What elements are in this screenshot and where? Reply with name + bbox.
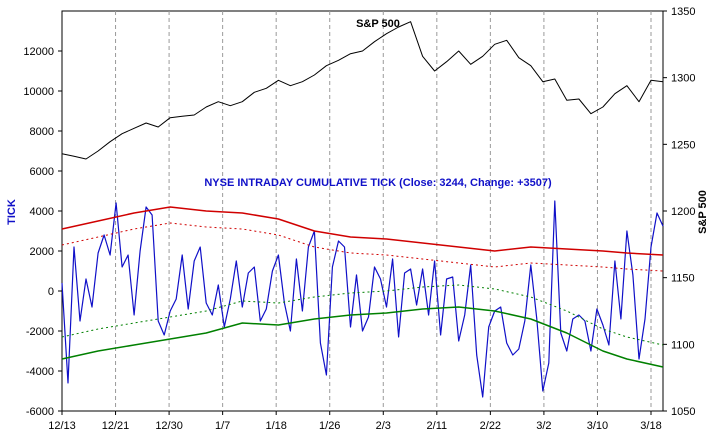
lower-band-line [61,306,664,368]
upper-band-line [61,206,664,256]
left-tick-label: 12000 [23,46,54,58]
x-tick-label: 2/22 [480,420,501,432]
right-tick-label: 1250 [671,139,695,151]
right-tick-label: 1300 [671,73,695,85]
x-tick-label: 3/2 [536,420,551,432]
left-tick-label: 2000 [30,246,54,258]
left-tick-label: 4000 [30,206,54,218]
x-tick-label: 12/30 [155,420,183,432]
x-tick-label: 1/7 [215,420,230,432]
x-tick-label: 3/10 [587,420,608,432]
left-tick-label: -2000 [26,326,54,338]
left-tick-label: 0 [48,286,54,298]
right-tick-label: 1150 [671,273,695,285]
x-tick-label: 1/18 [265,420,286,432]
right-axis-ticks: 1050 1100 1150 1200 1250 1300 1350 [663,6,695,418]
right-tick-label: 1100 [671,339,695,351]
series-layer [61,21,664,398]
left-tick-label: 10000 [23,86,54,98]
x-tick-label: 2/11 [427,420,448,432]
right-axis-label: S&P 500 [697,190,709,234]
right-tick-label: 1350 [671,6,695,18]
left-tick-label: -4000 [26,366,54,378]
chart-subtitle: NYSE INTRADAY CUMULATIVE TICK (Close: 32… [204,177,552,189]
x-tick-label: 1/26 [319,420,340,432]
left-tick-label: 8000 [30,126,54,138]
plot-frame [61,10,664,412]
chart-title: S&P 500 [356,18,400,30]
left-axis-label: TICK [6,199,18,225]
vertical-grid [115,11,652,411]
x-tick-label: 12/13 [48,420,76,432]
right-tick-label: 1200 [671,206,695,218]
left-axis-ticks: -6000 -4000 -2000 0 2000 4000 6000 8000 10000 120… [23,46,62,418]
sp500-line [61,21,664,160]
x-tick-label: 3/18 [640,420,661,432]
lower-inner-band-line [61,284,664,346]
tick-line [61,200,664,398]
x-tick-label: 2/3 [376,420,391,432]
x-tick-label: 12/21 [102,420,130,432]
left-tick-label: -6000 [26,406,54,418]
right-tick-label: 1050 [671,406,695,418]
upper-inner-band-line [61,222,664,272]
left-tick-label: 6000 [30,166,54,178]
x-axis-ticks: 12/13 12/21 12/30 1/7 1/18 1/26 2/3 2/11 2/22 3/2… [48,411,662,432]
